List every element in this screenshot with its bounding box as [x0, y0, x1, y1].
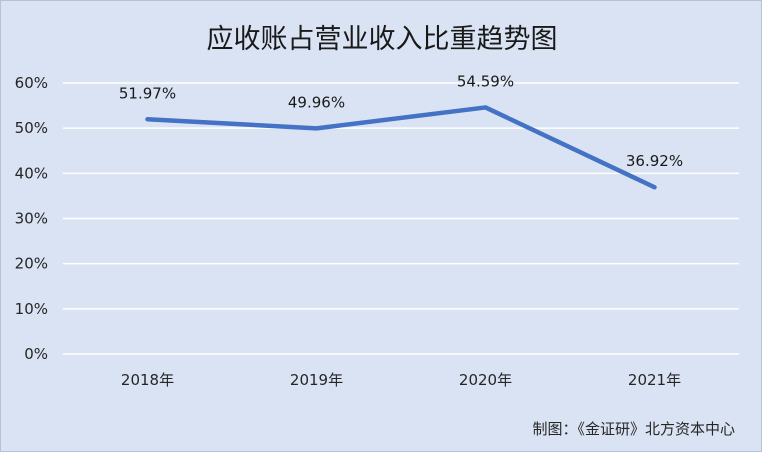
- y-tick-label: 20%: [15, 255, 48, 273]
- x-tick-label: 2018年: [121, 371, 174, 389]
- series-line: [145, 105, 657, 190]
- data-labels: 51.97% 49.96% 54.59% 36.92%: [119, 72, 683, 170]
- x-tick-label: 2021年: [628, 371, 681, 389]
- x-tick-label: 2019年: [290, 371, 343, 389]
- data-label: 54.59%: [457, 72, 514, 90]
- y-tick-label: 30%: [15, 210, 48, 228]
- x-axis-ticks: 2018年 2019年 2020年 2021年: [121, 371, 681, 389]
- data-label: 51.97%: [119, 84, 176, 102]
- series-line-group: [145, 105, 657, 190]
- chart-title: 应收账占营业收入比重趋势图: [207, 24, 558, 55]
- y-tick-label: 40%: [15, 164, 48, 182]
- x-tick-label: 2020年: [459, 371, 512, 389]
- source-note: 制图：《金证研》北方资本中心: [532, 420, 735, 438]
- data-label: 49.96%: [288, 93, 345, 111]
- y-tick-label: 50%: [15, 119, 48, 137]
- data-label: 36.92%: [626, 152, 683, 170]
- y-tick-label: 0%: [24, 345, 48, 363]
- gridlines: [63, 82, 739, 355]
- y-tick-label: 10%: [15, 300, 48, 318]
- y-axis-ticks: 0% 10% 20% 30% 40% 50% 60%: [15, 74, 48, 363]
- y-tick-label: 60%: [15, 74, 48, 92]
